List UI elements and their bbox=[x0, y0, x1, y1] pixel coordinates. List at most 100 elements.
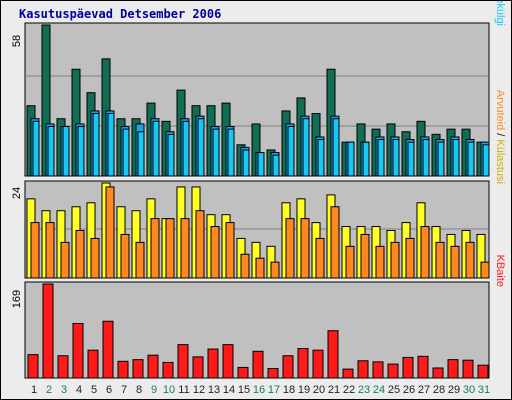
bar-kbaite bbox=[462, 359, 474, 379]
bar-kbaite bbox=[402, 356, 414, 379]
bar-lehekulgi bbox=[272, 154, 280, 177]
x-tick-label: 13 bbox=[208, 384, 220, 396]
x-tick-label: 1 bbox=[31, 384, 37, 396]
bar-kbaite bbox=[387, 363, 399, 379]
x-tick-label: 14 bbox=[223, 384, 235, 396]
bar-lehekulgi bbox=[302, 118, 310, 177]
bar-lehekulgi bbox=[422, 139, 430, 177]
bar-arvuteid bbox=[120, 233, 130, 279]
bar-lehekulgi bbox=[332, 118, 340, 177]
x-tick-label: 29 bbox=[448, 384, 460, 396]
bar-kbaite bbox=[147, 354, 159, 379]
bar-lehekulgi bbox=[122, 128, 130, 177]
bar-lehekulgi bbox=[47, 126, 55, 177]
y-tick-label-panel-3: 169 bbox=[11, 290, 23, 308]
bar-kbaite bbox=[117, 360, 129, 379]
x-tick-label: 15 bbox=[238, 384, 250, 396]
bar-lehekulgi bbox=[407, 141, 415, 177]
y-tick-label-panel-2: 24 bbox=[11, 187, 23, 199]
bar-lehekulgi bbox=[137, 131, 145, 177]
x-tick-label: 4 bbox=[76, 384, 82, 396]
x-tick-label: 21 bbox=[328, 384, 340, 396]
bar-arvuteid bbox=[240, 253, 250, 279]
bar-arvuteid bbox=[60, 241, 70, 279]
bar-arvuteid bbox=[135, 241, 145, 279]
bar-arvuteid bbox=[450, 245, 460, 279]
x-tick-label: 25 bbox=[388, 384, 400, 396]
x-tick-label: 17 bbox=[268, 384, 280, 396]
bar-kbaite bbox=[42, 283, 54, 379]
bar-kbaite bbox=[417, 355, 429, 379]
bar-arvuteid bbox=[45, 222, 55, 279]
bar-arvuteid bbox=[435, 241, 445, 279]
bar-arvuteid bbox=[30, 222, 40, 279]
x-tick-label: 3 bbox=[61, 384, 67, 396]
legend-top: Pöördumisi / Faile / Lehekülgi bbox=[494, 1, 506, 26]
x-tick-label: 9 bbox=[151, 384, 157, 396]
x-tick-label: 8 bbox=[136, 384, 142, 396]
bar-lehekulgi bbox=[107, 113, 115, 177]
bar-lehekulgi bbox=[152, 120, 160, 177]
bar-kbaite bbox=[237, 366, 249, 379]
bar-lehekulgi bbox=[32, 120, 40, 177]
bar-arvuteid bbox=[225, 222, 235, 279]
bar-arvuteid bbox=[405, 237, 415, 279]
x-tick-label: 6 bbox=[106, 384, 112, 396]
bar-lehekulgi bbox=[212, 128, 220, 177]
legend-bottom: KBaite bbox=[494, 255, 506, 287]
bar-arvuteid bbox=[390, 241, 400, 279]
bar-lehekulgi bbox=[362, 141, 370, 177]
bar-kbaite bbox=[132, 359, 144, 379]
x-tick-label: 30 bbox=[463, 384, 475, 396]
bar-kbaite bbox=[207, 348, 219, 379]
bar-arvuteid bbox=[255, 257, 265, 279]
x-tick-label: 2 bbox=[46, 384, 52, 396]
x-tick-label: 16 bbox=[253, 384, 265, 396]
bar-arvuteid bbox=[90, 237, 100, 279]
x-tick-label: 19 bbox=[298, 384, 310, 396]
bar-lehekulgi bbox=[452, 139, 460, 177]
x-tick-label: 20 bbox=[313, 384, 325, 396]
y-tick-label-panel-1: 58 bbox=[11, 35, 23, 47]
bar-arvuteid bbox=[285, 218, 295, 279]
bar-arvuteid bbox=[210, 226, 220, 279]
bar-arvuteid bbox=[270, 261, 280, 279]
bar-lehekulgi bbox=[257, 152, 265, 177]
bar-kbaite bbox=[102, 320, 114, 379]
bar-kbaite bbox=[432, 367, 444, 379]
bar-kbaite bbox=[312, 349, 324, 379]
bar-kbaite bbox=[297, 348, 309, 379]
bar-kbaite bbox=[72, 322, 84, 379]
bar-arvuteid bbox=[150, 218, 160, 279]
x-tick-label: 28 bbox=[433, 384, 445, 396]
bar-lehekulgi bbox=[167, 133, 175, 177]
bar-arvuteid bbox=[165, 218, 175, 279]
bar-lehekulgi bbox=[467, 141, 475, 177]
x-tick-label: 24 bbox=[373, 384, 385, 396]
bar-arvuteid bbox=[480, 261, 490, 279]
bar-arvuteid bbox=[75, 230, 85, 279]
bar-kbaite bbox=[327, 330, 339, 379]
bar-kbaite bbox=[177, 344, 189, 379]
x-tick-label: 31 bbox=[478, 384, 490, 396]
bar-arvuteid bbox=[375, 245, 385, 279]
x-tick-label: 11 bbox=[178, 384, 189, 396]
bar-lehekulgi bbox=[437, 141, 445, 177]
bar-lehekulgi bbox=[392, 139, 400, 177]
bar-kbaite bbox=[87, 349, 99, 379]
bar-kbaite bbox=[447, 359, 459, 379]
bar-arvuteid bbox=[420, 226, 430, 279]
bar-arvuteid bbox=[315, 237, 325, 279]
bar-lehekulgi bbox=[197, 118, 205, 177]
bar-arvuteid bbox=[105, 186, 115, 279]
bar-arvuteid bbox=[300, 218, 310, 279]
bar-kbaite bbox=[222, 344, 234, 379]
legend-middle: Arvuteid / Külastusi bbox=[494, 90, 506, 184]
bar-lehekulgi bbox=[287, 126, 295, 177]
bar-kbaite bbox=[357, 360, 369, 379]
bar-arvuteid bbox=[195, 210, 205, 279]
x-tick-label: 26 bbox=[403, 384, 415, 396]
bar-kbaite bbox=[27, 354, 39, 379]
